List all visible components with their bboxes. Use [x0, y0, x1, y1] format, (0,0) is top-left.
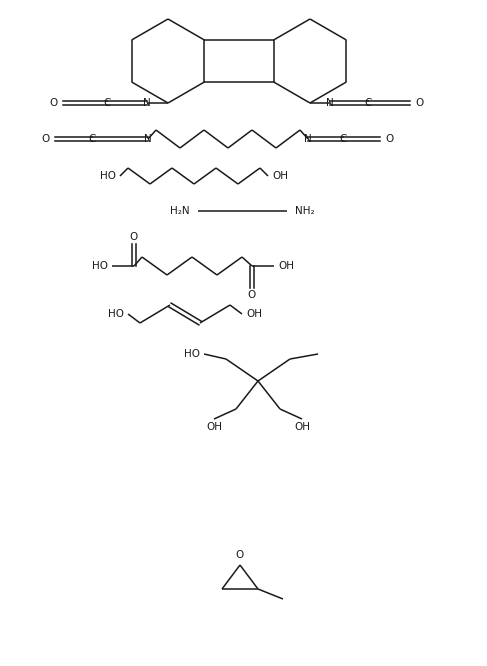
Text: O: O — [236, 550, 244, 560]
Text: O: O — [385, 134, 393, 144]
Text: OH: OH — [294, 422, 310, 432]
Text: OH: OH — [206, 422, 222, 432]
Text: OH: OH — [246, 309, 262, 319]
Text: HO: HO — [108, 309, 124, 319]
Text: C: C — [339, 134, 347, 144]
Text: O: O — [42, 134, 50, 144]
Text: O: O — [415, 98, 423, 108]
Text: N: N — [326, 98, 334, 108]
Text: C: C — [103, 98, 111, 108]
Text: N: N — [304, 134, 312, 144]
Text: NH₂: NH₂ — [295, 206, 315, 216]
Text: N: N — [144, 134, 152, 144]
Text: HO: HO — [100, 171, 116, 181]
Text: N: N — [143, 98, 151, 108]
Text: C: C — [364, 98, 372, 108]
Text: OH: OH — [278, 261, 294, 271]
Text: C: C — [88, 134, 95, 144]
Text: HO: HO — [92, 261, 108, 271]
Text: O: O — [50, 98, 58, 108]
Text: HO: HO — [184, 349, 200, 359]
Text: O: O — [130, 232, 138, 242]
Text: OH: OH — [272, 171, 288, 181]
Text: O: O — [248, 290, 256, 300]
Text: H₂N: H₂N — [170, 206, 190, 216]
